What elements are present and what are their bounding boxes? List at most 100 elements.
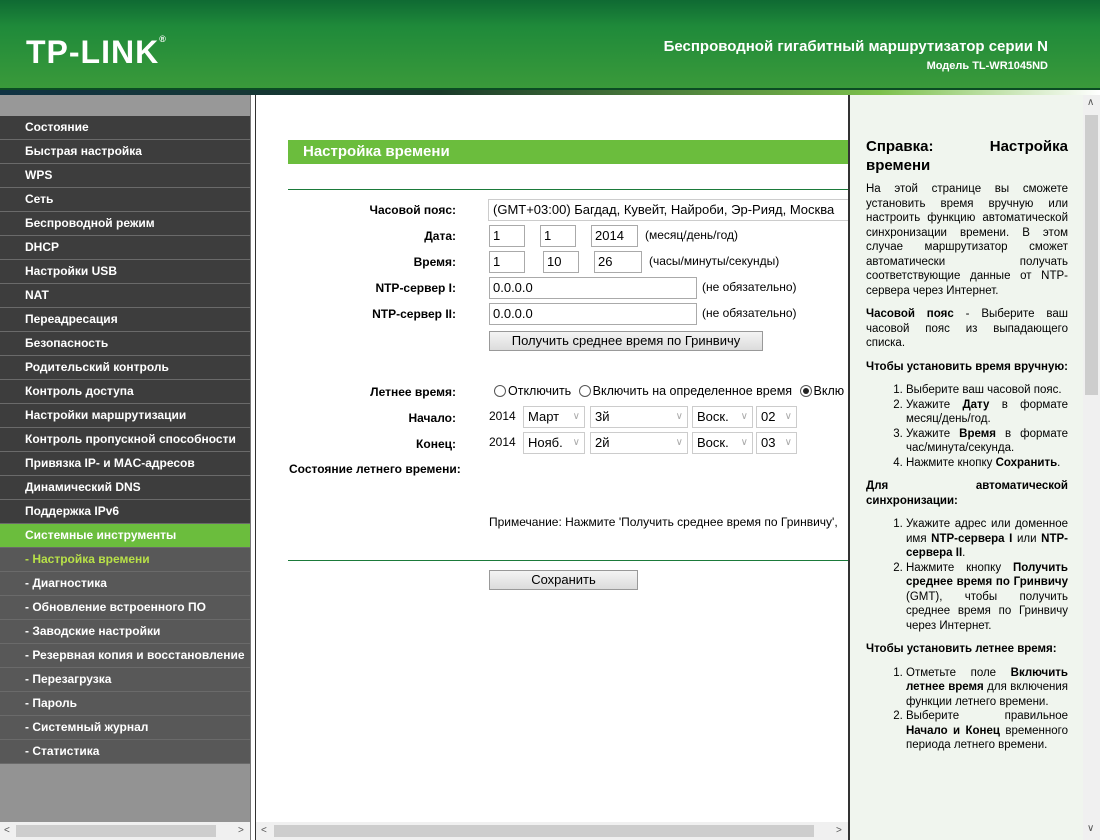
dst-end-month-select[interactable]: Нояб. ∨ xyxy=(523,432,585,454)
dst-start-hour-select[interactable]: 02 ∨ xyxy=(756,406,797,428)
dst-end-day-select[interactable]: Воск. ∨ xyxy=(692,432,753,454)
sidebar-item[interactable]: Сеть xyxy=(0,188,250,212)
time-hint: (часы/минуты/секунды) xyxy=(649,254,780,268)
scroll-right-icon[interactable]: > xyxy=(238,825,244,836)
sidebar-item[interactable]: - Диагностика xyxy=(0,572,250,596)
sidebar-item[interactable]: - Заводские настройки xyxy=(0,620,250,644)
help-auto-steps: Укажите адрес или доменное имя NTP-серве… xyxy=(866,517,1068,633)
scroll-down-icon[interactable]: ∨ xyxy=(1087,823,1095,834)
sidebar-item[interactable]: WPS xyxy=(0,164,250,188)
sidebar-item[interactable]: Безопасность xyxy=(0,332,250,356)
chevron-down-icon: ∨ xyxy=(784,437,792,448)
dst-on-label: Включить на определенное время xyxy=(592,384,793,398)
ntp2-input[interactable]: 0.0.0.0 xyxy=(489,303,697,325)
divider xyxy=(288,560,848,561)
sidebar-item[interactable]: - Резервная копия и восстановление xyxy=(0,644,250,668)
frame-divider[interactable] xyxy=(250,95,256,840)
timezone-label: Часовой пояс: xyxy=(369,203,456,217)
ntp2-hint: (не обязательно) xyxy=(702,306,797,320)
sidebar-item[interactable]: Быстрая настройка xyxy=(0,140,250,164)
help-step-text: Выберите ваш часовой пояс. xyxy=(906,384,1062,396)
sidebar-item[interactable]: Беспроводной режим xyxy=(0,212,250,236)
dst-auto-label: Вклю xyxy=(813,384,845,398)
sidebar-item[interactable]: Поддержка IPv6 xyxy=(0,500,250,524)
help-manual-steps: Выберите ваш часовой пояс. Укажите Дату в… xyxy=(866,383,1068,470)
help-step-text: (GMT), чтобы получить среднее время по Г… xyxy=(906,590,1068,632)
dst-start-week-select[interactable]: 3й ∨ xyxy=(590,406,688,428)
sidebar-item[interactable]: Динамический DNS xyxy=(0,476,250,500)
sidebar-item[interactable]: Настройки маршрутизации xyxy=(0,404,250,428)
sidebar-horizontal-scrollbar[interactable]: < > xyxy=(0,822,250,840)
date-year-input[interactable]: 2014 xyxy=(591,225,638,247)
get-gmt-button[interactable]: Получить среднее время по Гринвичу xyxy=(489,331,763,351)
help-step-text: Укажите xyxy=(906,398,963,411)
sidebar-item[interactable]: - Статистика xyxy=(0,740,250,764)
time-minute-input[interactable]: 10 xyxy=(543,251,579,273)
save-button[interactable]: Сохранить xyxy=(489,570,638,590)
time-hour-input[interactable]: 1 xyxy=(489,251,525,273)
help-step-text: временного периода летнего времени. xyxy=(906,724,1068,752)
sidebar-item[interactable]: Настройки USB xyxy=(0,260,250,284)
help-step: Укажите Время в формате час/минута/секун… xyxy=(906,427,1068,456)
dst-radio-group: Отключить Включить на определенное время… xyxy=(494,384,844,398)
sidebar-item[interactable]: Контроль доступа xyxy=(0,380,250,404)
dst-end-hour-select[interactable]: 03 ∨ xyxy=(756,432,797,454)
date-label: Дата: xyxy=(424,229,456,243)
scroll-right-icon[interactable]: > xyxy=(836,825,842,836)
sidebar-item[interactable]: Системные инструменты xyxy=(0,524,250,548)
help-intro: На этой странице вы сможете установить в… xyxy=(866,183,1068,297)
dst-end-week-select[interactable]: 2й ∨ xyxy=(590,432,688,454)
sidebar-item[interactable]: DHCP xyxy=(0,236,250,260)
ntp1-label: NTP-сервер I: xyxy=(375,281,456,295)
value: 02 xyxy=(761,409,776,424)
dst-auto-radio[interactable]: Вклю xyxy=(799,384,845,398)
scroll-left-icon[interactable]: < xyxy=(4,825,10,836)
model-name: Модель TL-WR1045ND xyxy=(926,60,1048,72)
date-month-input[interactable]: 1 xyxy=(489,225,525,247)
sidebar-item[interactable]: - Системный журнал xyxy=(0,716,250,740)
timezone-select[interactable]: (GMT+03:00) Багдад, Кувейт, Найроби, Эр-… xyxy=(488,199,848,221)
help-step-text: . xyxy=(962,547,966,559)
dst-end-year: 2014 xyxy=(489,435,516,449)
value: Март xyxy=(528,409,560,424)
value: 3й xyxy=(595,409,610,424)
date-day-input[interactable]: 1 xyxy=(540,225,576,247)
sidebar-item[interactable]: Привязка IP- и MAC-адресов xyxy=(0,452,250,476)
sidebar-item[interactable]: - Настройка времени xyxy=(0,548,250,572)
scroll-thumb[interactable] xyxy=(274,825,814,837)
sidebar-item[interactable]: Состояние xyxy=(0,116,250,140)
ntp1-hint: (не обязательно) xyxy=(702,280,797,294)
sidebar-item[interactable]: Переадресация xyxy=(0,308,250,332)
help-step-text: Дату xyxy=(962,398,990,411)
dst-start-day-select[interactable]: Воск. ∨ xyxy=(692,406,753,428)
vertical-scrollbar[interactable]: ∧ ∨ xyxy=(1083,95,1100,840)
sidebar-item[interactable]: - Обновление встроенного ПО xyxy=(0,596,250,620)
value: 2й xyxy=(595,435,610,450)
logo-text: TP-LINK xyxy=(26,34,160,70)
sidebar: Состояние Быстрая настройка WPS Сеть Беспров… xyxy=(0,95,250,822)
sidebar-item[interactable]: Родительский контроль xyxy=(0,356,250,380)
sidebar-item[interactable]: - Перезагрузка xyxy=(0,668,250,692)
scroll-thumb[interactable] xyxy=(16,825,216,837)
scroll-thumb[interactable] xyxy=(1085,115,1098,395)
main-horizontal-scrollbar[interactable]: < > xyxy=(256,822,848,840)
chevron-down-icon: ∨ xyxy=(740,437,748,448)
ntp1-input[interactable]: 0.0.0.0 xyxy=(489,277,697,299)
radio-icon xyxy=(494,385,506,397)
help-step: Выберите правильное Начало и Конец време… xyxy=(906,709,1068,753)
sidebar-item[interactable]: NAT xyxy=(0,284,250,308)
page-title: Настройка времени xyxy=(288,140,848,164)
time-second-input[interactable]: 26 xyxy=(594,251,642,273)
dst-start-month-select[interactable]: Март ∨ xyxy=(523,406,585,428)
help-step-text: Нажмите кнопку xyxy=(906,561,1013,574)
scroll-up-icon[interactable]: ∧ xyxy=(1087,97,1095,108)
scroll-left-icon[interactable]: < xyxy=(261,825,267,836)
help-step-text: Сохранить xyxy=(995,456,1058,469)
dst-off-radio[interactable]: Отключить xyxy=(494,384,571,398)
sidebar-item[interactable]: Контроль пропускной способности xyxy=(0,428,250,452)
help-step-text: Нажмите кнопку xyxy=(906,456,996,469)
radio-icon xyxy=(578,385,591,397)
header: TP-LINK® Беспроводной гигабитный маршрут… xyxy=(0,0,1100,88)
dst-on-radio[interactable]: Включить на определенное время xyxy=(578,384,793,398)
sidebar-item[interactable]: - Пароль xyxy=(0,692,250,716)
